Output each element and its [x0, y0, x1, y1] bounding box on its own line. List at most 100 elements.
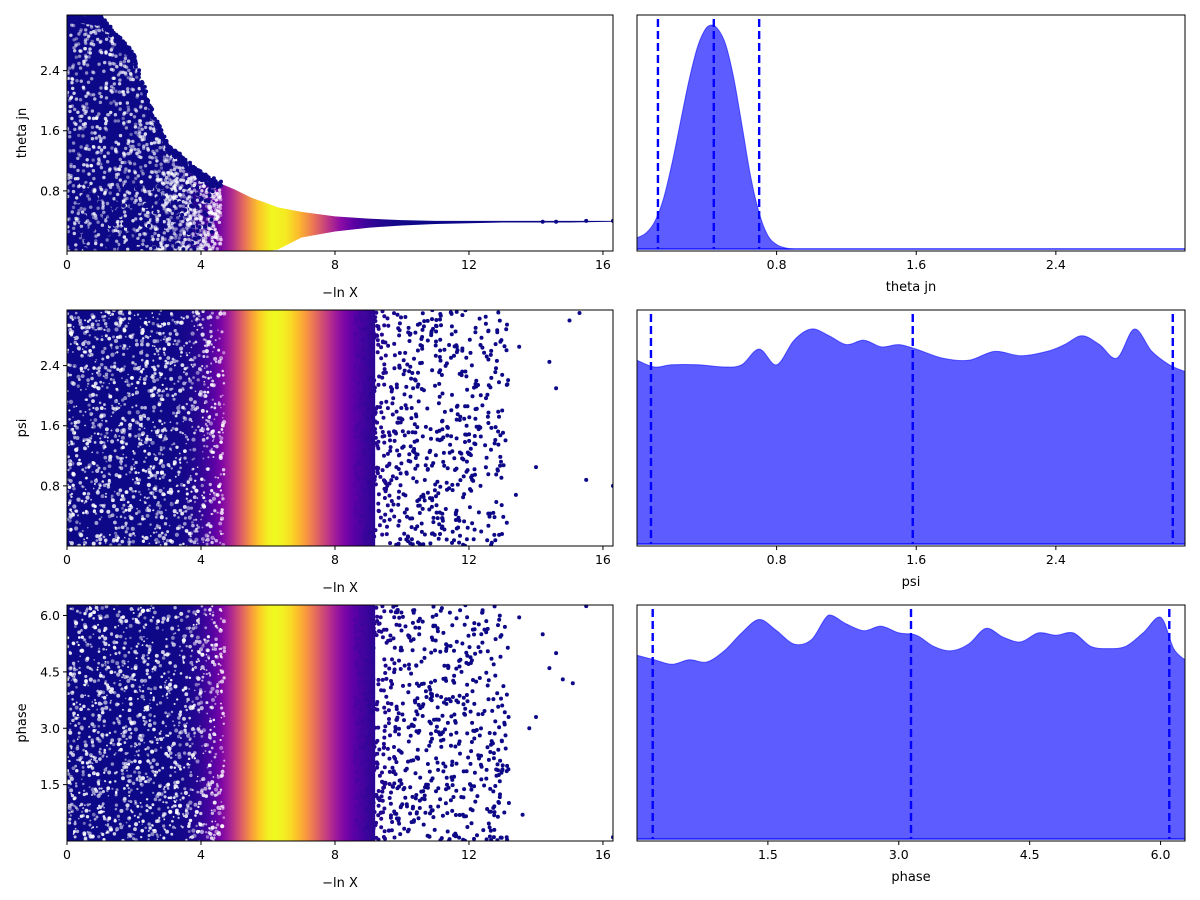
sample-point — [420, 434, 425, 439]
sample-point — [138, 775, 142, 779]
sample-point — [93, 97, 97, 101]
sample-point — [152, 421, 154, 424]
sample-point — [460, 313, 465, 318]
sample-point — [119, 460, 123, 464]
sample-point — [367, 370, 372, 375]
sample-point — [449, 332, 454, 337]
sample-point — [91, 762, 94, 765]
sample-point — [76, 199, 81, 204]
sample-point — [139, 165, 143, 169]
sample-point — [138, 105, 143, 110]
sample-point — [191, 468, 194, 471]
sample-point — [123, 641, 127, 645]
sample-point — [98, 486, 101, 490]
sample-point — [415, 499, 420, 503]
sample-point — [68, 180, 72, 184]
sample-point — [195, 185, 200, 190]
sample-point — [380, 532, 385, 537]
sample-point — [92, 509, 97, 514]
sample-point — [110, 498, 115, 503]
sample-point — [372, 385, 377, 390]
sample-point — [207, 211, 211, 215]
sample-point — [203, 434, 206, 437]
sample-point — [176, 405, 181, 411]
sample-point — [67, 455, 70, 459]
sample-point — [93, 441, 97, 444]
sample-point — [99, 165, 104, 170]
sample-point — [121, 702, 124, 704]
sample-point — [157, 138, 162, 142]
sample-point — [165, 200, 169, 205]
sample-point — [109, 29, 114, 34]
sample-point — [458, 478, 463, 483]
sample-point — [179, 222, 183, 227]
sample-point — [208, 432, 213, 436]
sample-point — [180, 363, 185, 367]
sample-point — [188, 397, 193, 402]
sample-point — [140, 169, 144, 173]
sample-point — [430, 368, 435, 373]
sample-point — [219, 530, 222, 533]
sample-point — [203, 672, 205, 675]
sample-point — [176, 183, 180, 188]
sample-point — [197, 658, 200, 661]
sample-point — [82, 748, 86, 752]
sample-point — [371, 454, 375, 458]
sample-point — [86, 492, 91, 496]
sample-point — [209, 383, 214, 387]
sample-point — [222, 532, 224, 535]
sample-point — [118, 246, 123, 251]
sample-point — [203, 229, 207, 234]
sample-point — [67, 803, 70, 806]
sample-point — [97, 327, 101, 331]
sample-point — [87, 197, 92, 201]
sample-point — [161, 766, 165, 770]
sample-point — [484, 396, 488, 401]
sample-point — [454, 404, 459, 409]
sample-point — [76, 346, 81, 351]
sample-point — [159, 128, 164, 133]
sample-point — [169, 215, 173, 220]
sample-point — [213, 509, 217, 513]
sample-point — [126, 152, 130, 156]
sample-point — [213, 402, 217, 406]
sample-point — [67, 786, 70, 789]
sample-point — [109, 39, 113, 43]
sample-point — [154, 163, 158, 168]
sample-point — [67, 127, 70, 132]
sample-point — [70, 23, 74, 27]
sample-point — [185, 708, 188, 712]
sample-point — [433, 482, 438, 487]
sample-point — [117, 624, 120, 627]
sample-point — [151, 741, 154, 744]
sample-point — [88, 635, 92, 639]
sample-point — [177, 152, 182, 157]
sample-point — [134, 490, 137, 493]
sample-point — [444, 480, 449, 485]
sample-point — [143, 449, 147, 453]
sample-point — [153, 122, 158, 127]
sample-point — [95, 337, 99, 341]
sample-point — [379, 356, 384, 361]
sample-point — [200, 483, 204, 488]
sample-point — [67, 676, 70, 680]
sample-point — [177, 816, 180, 820]
sample-point — [445, 433, 450, 438]
sample-point — [172, 397, 176, 401]
sample-point — [119, 422, 124, 426]
sample-point — [361, 426, 366, 431]
sample-point — [376, 324, 381, 329]
sample-point — [204, 349, 209, 354]
sample-point — [172, 720, 174, 723]
sample-point — [211, 613, 215, 617]
sample-point — [165, 829, 170, 834]
sample-point — [158, 178, 162, 182]
sample-point — [355, 535, 360, 540]
sample-point — [170, 539, 175, 544]
sample-point — [123, 214, 128, 218]
sample-point — [134, 678, 137, 682]
sample-point — [212, 776, 215, 778]
sample-point — [94, 28, 99, 33]
sample-point — [197, 354, 201, 358]
sample-point — [211, 180, 216, 185]
